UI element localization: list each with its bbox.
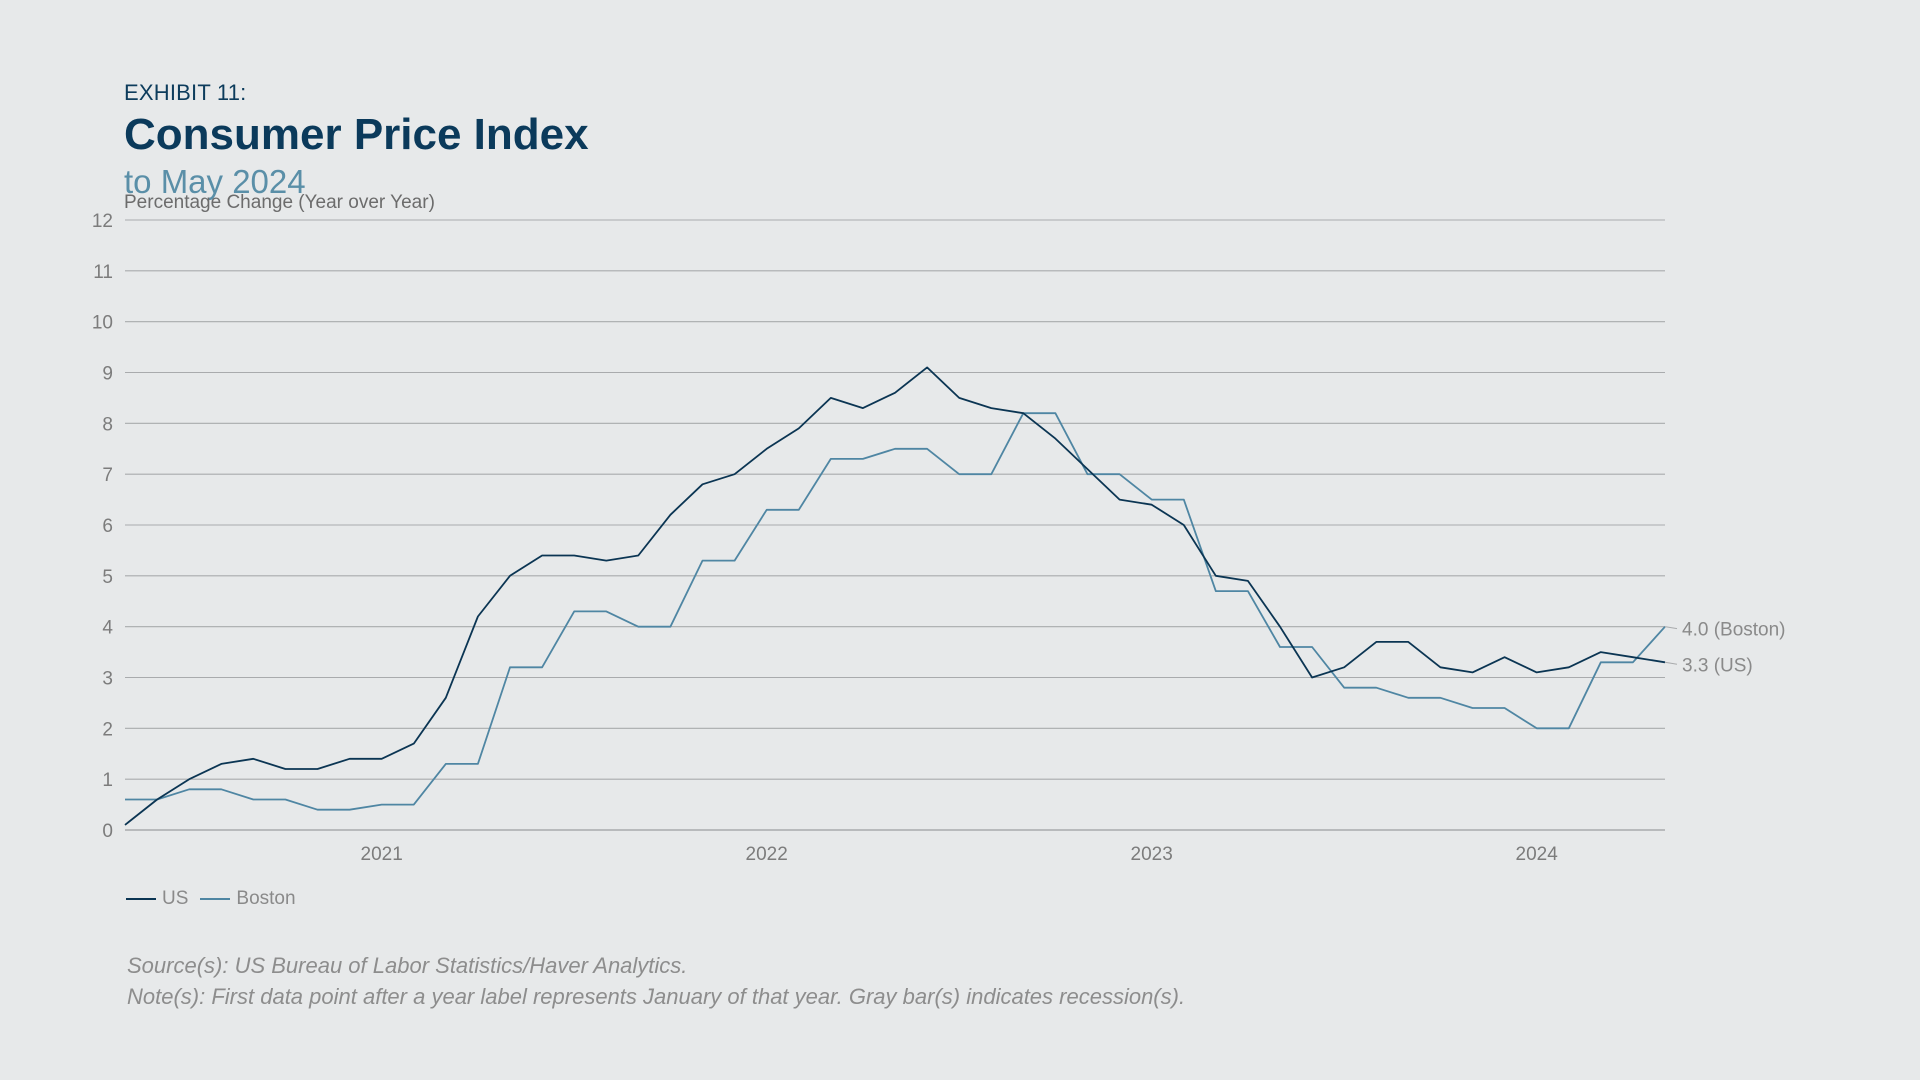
- x-tick-label-2021: 2021: [361, 844, 403, 865]
- y-tick-label-0: 0: [102, 821, 113, 842]
- x-tick-label-2023: 2023: [1131, 844, 1173, 865]
- y-tick-label-4: 4: [102, 618, 113, 639]
- y-axis-label: Percentage Change (Year over Year): [124, 192, 435, 213]
- y-tick-label-1: 1: [102, 770, 113, 791]
- y-tick-label-8: 8: [102, 414, 113, 435]
- legend-swatch-us: [126, 898, 156, 900]
- series-line-us: [124, 366, 1666, 826]
- chart-legend: US Boston: [126, 888, 308, 910]
- legend-label-us: US: [162, 888, 189, 909]
- end-label-leader-boston: [1664, 626, 1678, 630]
- x-tick-label-2024: 2024: [1516, 844, 1559, 865]
- y-tick-label-3: 3: [102, 669, 113, 690]
- exhibit-label: EXHIBIT 11:: [124, 80, 247, 105]
- y-tick-label-5: 5: [102, 567, 113, 588]
- source-note: Source(s): US Bureau of Labor Statistics…: [127, 953, 688, 978]
- end-label-leader-us: [1664, 661, 1678, 665]
- x-tick-label-2022: 2022: [746, 844, 788, 865]
- chart-title: Consumer Price Index: [124, 110, 589, 159]
- legend-swatch-boston: [200, 898, 231, 900]
- y-tick-label-7: 7: [102, 465, 113, 486]
- chart-notes: Source(s): US Bureau of Labor Statistics…: [127, 950, 1185, 1012]
- y-tick-label-6: 6: [102, 516, 113, 537]
- y-tick-label-12: 12: [92, 211, 113, 232]
- footnote: Note(s): First data point after a year l…: [127, 984, 1186, 1009]
- chart-header: EXHIBIT 11: Consumer Price Index to May …: [124, 78, 589, 202]
- legend-label-boston: Boston: [236, 888, 296, 909]
- y-tick-label-2: 2: [102, 719, 113, 740]
- chart-subtitle: to May 2024: [124, 163, 306, 200]
- end-label-boston: 4.0 (Boston): [1682, 620, 1786, 641]
- legend-item-boston: Boston: [200, 888, 296, 910]
- y-tick-label-10: 10: [92, 313, 113, 334]
- end-label-us: 3.3 (US): [1682, 655, 1753, 676]
- series-line-boston: [125, 412, 1666, 811]
- y-tick-label-11: 11: [93, 262, 113, 283]
- y-tick-label-9: 9: [102, 364, 113, 385]
- legend-item-us: US: [126, 888, 188, 910]
